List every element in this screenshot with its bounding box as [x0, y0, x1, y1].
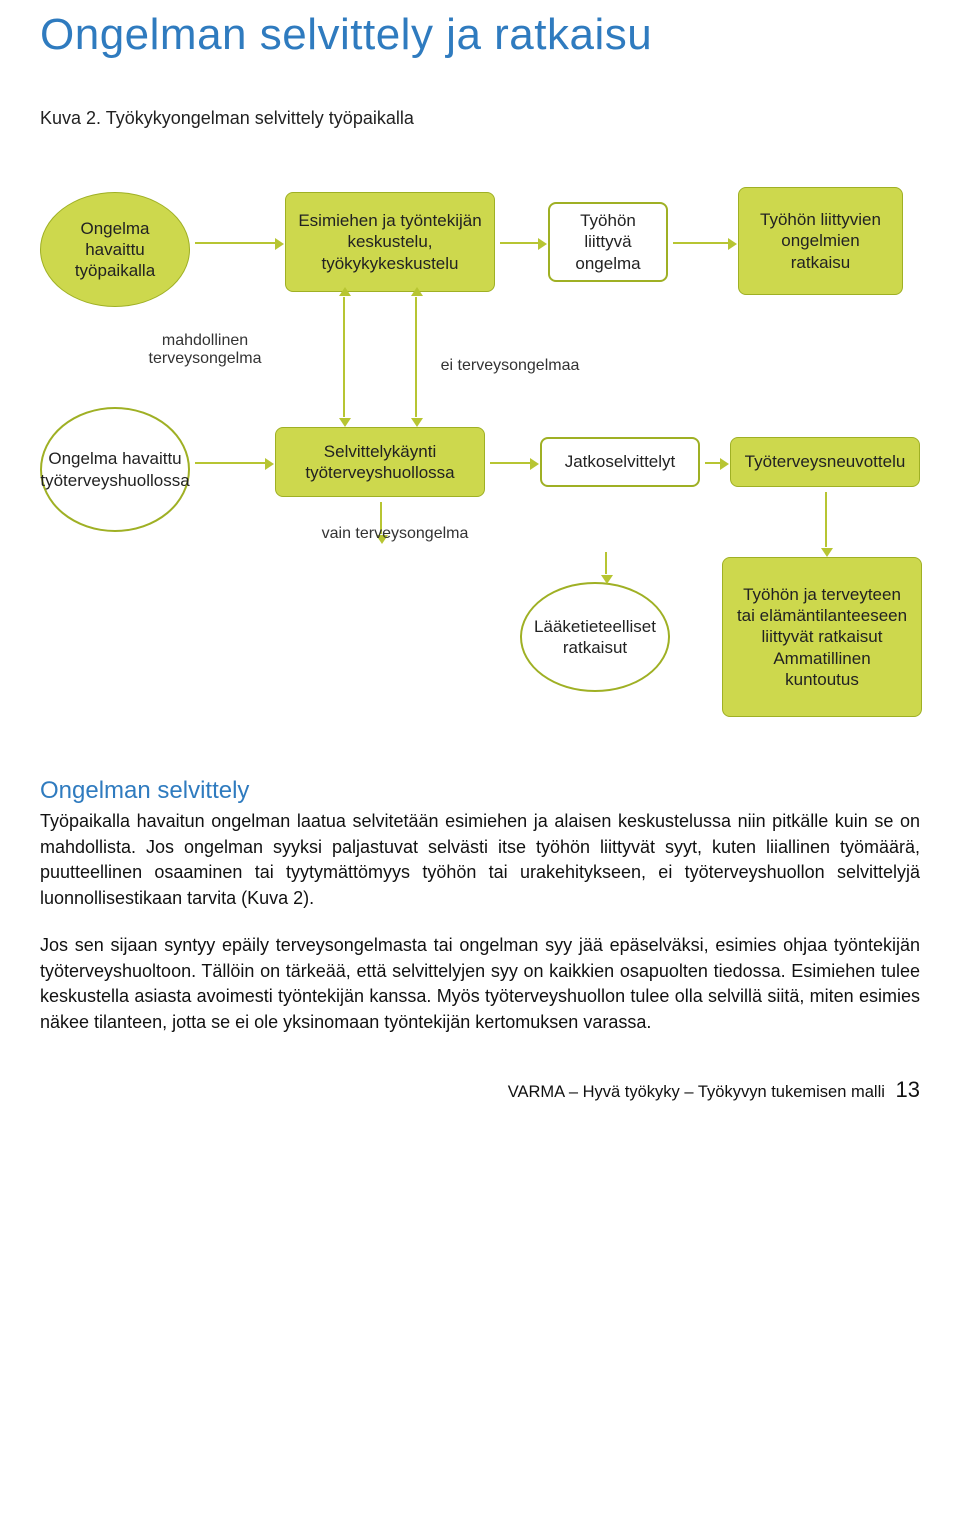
flow-node-n6: Selvittelykäynti työterveyshuollossa	[275, 427, 485, 497]
flow-node-n2: Esimiehen ja työntekijän keskustelu, työ…	[285, 192, 495, 292]
flow-node-n10: Työhön ja terveyteen tai elämäntilantees…	[722, 557, 922, 717]
flowchart: Ongelma havaittu työpaikalla Esimiehen ja…	[40, 137, 920, 747]
footer-brand: VARMA	[508, 1083, 565, 1101]
figure-caption: Kuva 2. Työkykyongelman selvittely työpa…	[40, 108, 920, 129]
flow-edge	[343, 297, 345, 417]
flow-node-n1: Ongelma havaittu työpaikalla	[40, 192, 190, 307]
flow-edge	[705, 462, 720, 464]
flow-edge	[825, 492, 827, 547]
flow-edge-label: ei terveysongelmaa	[420, 357, 600, 375]
flow-edge	[500, 242, 538, 244]
page-title: Ongelman selvittely ja ratkaisu	[40, 10, 920, 60]
flow-edge	[415, 297, 417, 417]
flow-edge	[673, 242, 728, 244]
body-paragraph: Työpaikalla havaitun ongelman laatua sel…	[40, 809, 920, 911]
flow-edge-label: vain terveysongelma	[300, 525, 490, 543]
flow-edge	[605, 552, 607, 574]
flow-node-n9: Lääketieteelliset ratkaisut	[520, 582, 670, 692]
flow-edge	[195, 462, 265, 464]
footer-text: – Hyvä työkyky – Työkyvyn tukemisen mall…	[569, 1083, 885, 1101]
flow-edge	[490, 462, 530, 464]
page-number: 13	[896, 1077, 920, 1102]
flow-edge	[195, 242, 275, 244]
flow-node-n7: Jatkoselvittelyt	[540, 437, 700, 487]
flow-node-n4: Työhön liittyvien ongelmien ratkaisu	[738, 187, 903, 295]
page-footer: VARMA – Hyvä työkyky – Työkyvyn tukemise…	[40, 1077, 920, 1103]
section-heading: Ongelman selvittely	[40, 777, 920, 805]
body-paragraph: Jos sen sijaan syntyy epäily terveysonge…	[40, 933, 920, 1035]
flow-edge-label: mahdollinen terveysongelma	[130, 332, 280, 368]
flow-node-n8: Työterveysneuvottelu	[730, 437, 920, 487]
flow-node-n5: Ongelma havaittu työterveyshuollossa	[40, 407, 190, 532]
flow-node-n3: Työhön liittyvä ongelma	[548, 202, 668, 282]
